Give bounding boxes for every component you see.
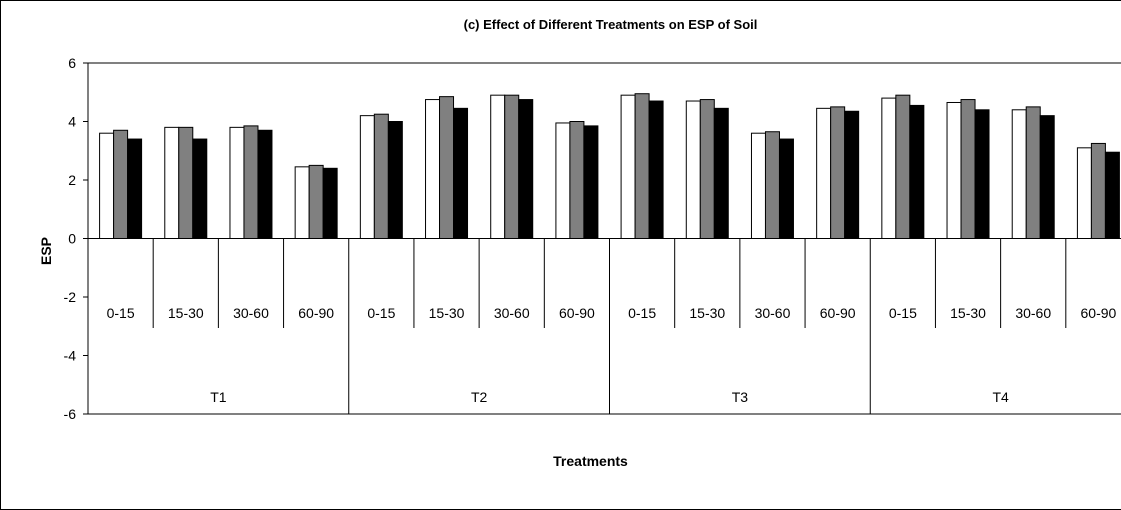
y-tick-label: 4 xyxy=(68,114,76,130)
series-white-bar xyxy=(359,115,375,239)
series-black-bar xyxy=(518,99,534,239)
series-gray-bar xyxy=(113,129,129,239)
series-white-bar xyxy=(881,97,897,239)
series-white-bar xyxy=(99,132,115,239)
series-gray-bar xyxy=(764,131,780,239)
series-black-bar xyxy=(322,167,338,239)
x-tick-label: 15-30 xyxy=(950,305,986,321)
series-white-bar xyxy=(750,132,766,239)
series-gray-bar xyxy=(308,164,324,239)
x-tick-label: 30-60 xyxy=(1015,305,1051,321)
x-tick-label: 30-60 xyxy=(233,305,269,321)
series-gray-bar xyxy=(960,99,976,239)
x-axis-label: Treatments xyxy=(553,453,628,469)
y-tick-label: -2 xyxy=(64,289,77,305)
series-black-bar xyxy=(648,100,664,240)
series-black-bar xyxy=(257,129,273,239)
x-tick-label: 60-90 xyxy=(559,305,595,321)
series-white-bar xyxy=(294,166,310,239)
series-white-bar xyxy=(1076,147,1092,239)
x-tick-label: 60-90 xyxy=(1081,305,1117,321)
series-black-bar xyxy=(127,138,143,239)
series-black-bar xyxy=(844,110,860,239)
x-tick-label: 0-15 xyxy=(367,305,395,321)
series-gray-bar xyxy=(373,113,389,239)
y-tick-label: -6 xyxy=(64,406,77,422)
series-white-bar xyxy=(229,126,245,239)
series-white-bar xyxy=(946,101,962,239)
series-gray-bar xyxy=(699,99,715,239)
group-label: T1 xyxy=(210,389,227,405)
chart-title: (c) Effect of Different Treatments on ES… xyxy=(463,17,758,32)
series-white-bar xyxy=(1011,109,1027,239)
series-white-bar xyxy=(620,94,636,239)
y-tick-label: 6 xyxy=(68,55,76,71)
series-white-bar xyxy=(164,126,180,239)
group-label: T3 xyxy=(732,389,749,405)
group-label: T4 xyxy=(992,389,1009,405)
series-black-bar xyxy=(453,107,469,240)
series-gray-bar xyxy=(439,96,455,239)
series-black-bar xyxy=(1104,151,1120,239)
group-label: T2 xyxy=(471,389,488,405)
series-gray-bar xyxy=(178,126,194,239)
series-gray-bar xyxy=(243,125,259,239)
x-tick-label: 0-15 xyxy=(107,305,135,321)
x-tick-label: 60-90 xyxy=(820,305,856,321)
series-black-bar xyxy=(713,107,729,240)
y-tick-label: -4 xyxy=(64,348,77,364)
series-gray-bar xyxy=(569,121,585,239)
series-gray-bar xyxy=(1025,106,1041,239)
y-tick-label: 0 xyxy=(68,231,76,247)
series-gray-bar xyxy=(504,94,520,239)
x-tick-label: 0-15 xyxy=(889,305,917,321)
y-tick-label: 2 xyxy=(68,172,76,188)
series-gray-bar xyxy=(1090,142,1106,239)
series-white-bar xyxy=(490,94,506,239)
series-white-bar xyxy=(555,122,571,239)
series-white-bar xyxy=(425,99,441,239)
series-black-bar xyxy=(192,138,208,239)
series-black-bar xyxy=(778,138,794,239)
series-black-bar xyxy=(1039,115,1055,239)
series-black-bar xyxy=(387,121,403,239)
x-tick-label: 15-30 xyxy=(429,305,465,321)
x-tick-label: 60-90 xyxy=(298,305,334,321)
series-white-bar xyxy=(685,100,701,240)
series-black-bar xyxy=(974,109,990,239)
series-white-bar xyxy=(816,107,832,240)
series-black-bar xyxy=(909,104,925,239)
series-gray-bar xyxy=(895,94,911,239)
x-tick-label: 30-60 xyxy=(494,305,530,321)
x-tick-label: 0-15 xyxy=(628,305,656,321)
x-tick-label: 15-30 xyxy=(689,305,725,321)
x-tick-label: 15-30 xyxy=(168,305,204,321)
series-gray-bar xyxy=(634,93,650,240)
series-black-bar xyxy=(583,125,599,239)
series-gray-bar xyxy=(830,106,846,239)
x-tick-label: 30-60 xyxy=(755,305,791,321)
